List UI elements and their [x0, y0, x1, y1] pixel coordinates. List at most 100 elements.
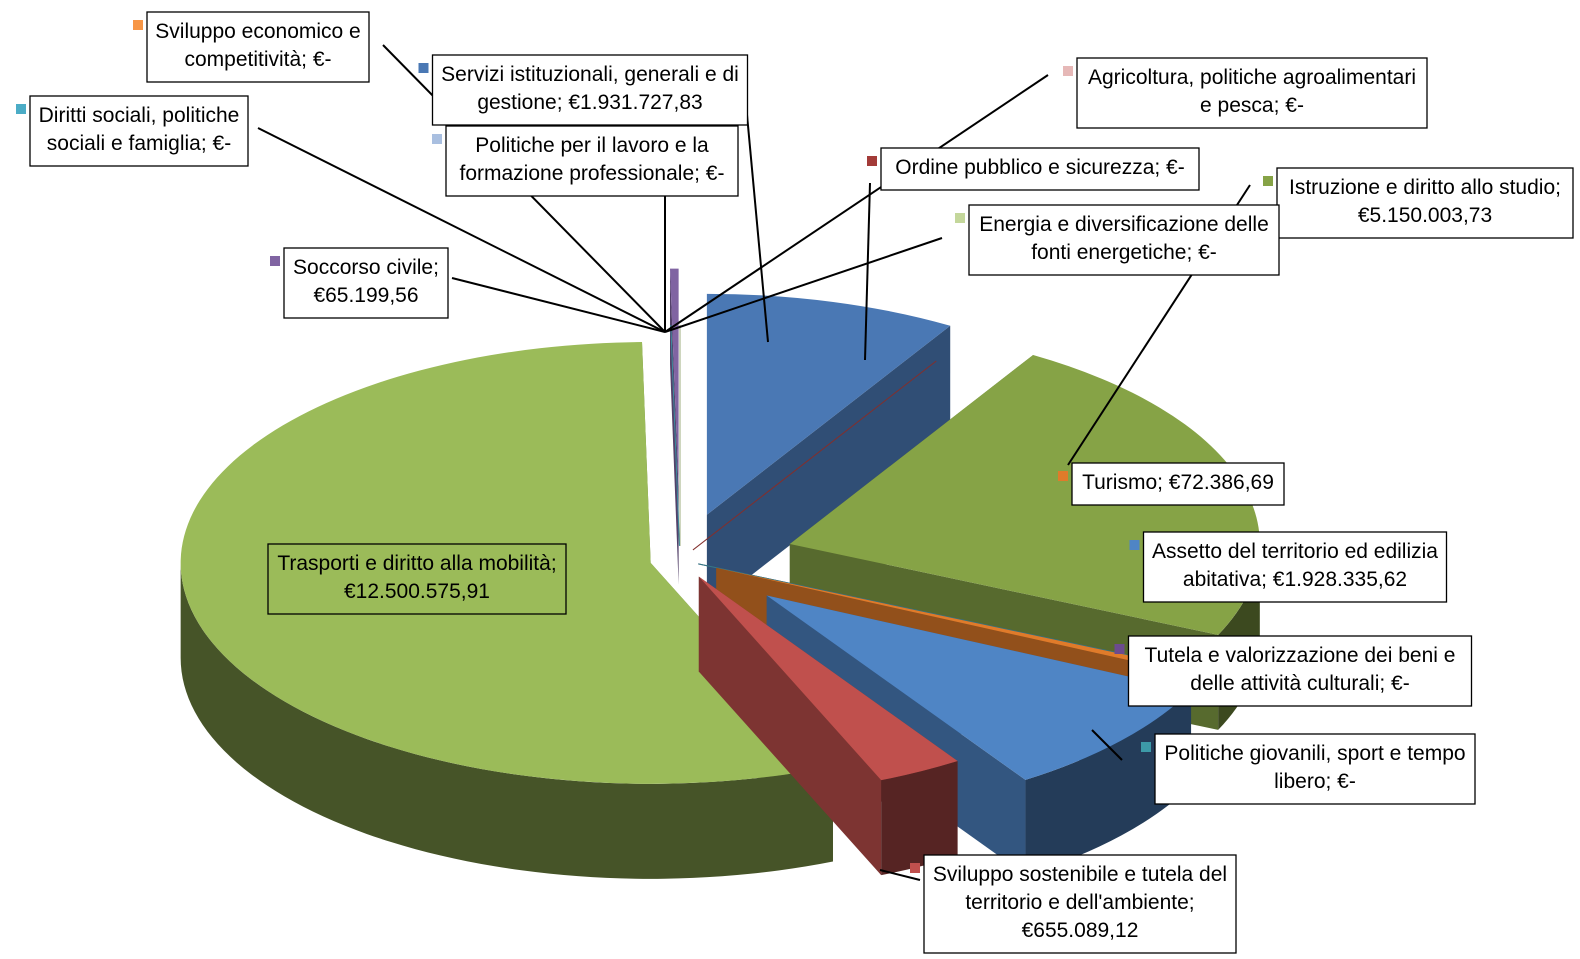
label-box-diritti-sociali-politiche-sociali-e-famiglia: [29, 95, 249, 167]
label-text-politiche-giovanili-sport-e-tempo-libero-line-2: libero; €-: [1274, 770, 1356, 793]
label-politiche-giovanili-sport-e-tempo-libero: Politiche giovanili, sport e tempo libero…: [1141, 733, 1476, 805]
label-text-diritti-sociali-politiche-sociali-e-famiglia-line-1: Diritti sociali, politiche: [39, 104, 240, 127]
label-box-agricoltura-politiche-agroalimentari-e-pesca: [1076, 57, 1428, 129]
label-text-diritti-sociali-politiche-sociali-e-famiglia-line-2: sociali e famiglia; €-: [47, 132, 231, 155]
label-text-sviluppo-sostenibile-e-tutela-del-territorio-e-dell-ambiente-line-2: territorio e dell'ambiente;: [965, 891, 1194, 914]
slice-ordine-pubblico-e-sicurezza: [692, 360, 937, 551]
label-text-trasporti-e-diritto-alla-mobilita-line-1: Trasporti e diritto alla mobilità;: [277, 552, 556, 575]
label-assetto-del-territorio-ed-edilizia-abitativa: Assetto del territorio ed edilizia abitat…: [1129, 531, 1448, 603]
label-text-politiche-per-il-lavoro-e-la-formazione-professionale-line-2: formazione professionale; €-: [460, 162, 725, 185]
label-sviluppo-economico-e-competitivita: Sviluppo economico e competitività; €-: [133, 11, 370, 83]
slice-assetto-del-territorio-ed-edilizia-abitativa-top: [766, 595, 1192, 780]
legend-key-servizi-istituzionali-generali-e-di-gestione: [418, 63, 429, 73]
legend-key-istruzione-e-diritto-allo-studio: [1263, 176, 1273, 186]
label-soccorso-civile: Soccorso civile; €65.199,56: [270, 247, 449, 319]
slice-servizi-istituzionali-generali-e-di-gestione: [706, 293, 951, 610]
label-text-istruzione-e-diritto-allo-studio-line-1: Istruzione e diritto allo studio;: [1289, 176, 1561, 199]
label-text-agricoltura-politiche-agroalimentari-e-pesca-line-2: e pesca; €-: [1200, 94, 1304, 117]
slice-politiche-giovanili-sport-e-tempo-libero: [698, 563, 1127, 656]
slice-diritti-sociali-politiche-sociali-e-famiglia: [670, 325, 680, 546]
label-istruzione-e-diritto-allo-studio: Istruzione e diritto allo studio; €5.150.…: [1263, 167, 1574, 239]
slice-sviluppo-sostenibile-e-tutela-del-territorio-e-dell-ambiente-side-end: [698, 576, 882, 876]
label-text-sviluppo-economico-e-competitivita-line-2: competitività; €-: [184, 48, 331, 71]
slice-istruzione-e-diritto-allo-studio-top: [789, 354, 1260, 635]
label-trasporti-e-diritto-alla-mobilita: Trasporti e diritto alla mobilità; €12.50…: [254, 543, 567, 615]
label-sviluppo-sostenibile-e-tutela-del-territorio-e-dell-ambiente: Sviluppo sostenibile e tutela del territo…: [910, 854, 1237, 954]
slice-servizi-istituzionali-generali-e-di-gestione-top: [706, 293, 951, 515]
label-servizi-istituzionali-generali-e-di-gestione: Servizi istituzionali, generali e di gest…: [418, 54, 749, 126]
slice-diritti-sociali-politiche-sociali-e-famiglia-mark: [670, 325, 680, 546]
legend-key-assetto-del-territorio-ed-edilizia-abitativa: [1129, 540, 1140, 550]
legend-key-sviluppo-economico-e-competitivita: [133, 20, 143, 30]
label-box-politiche-per-il-lavoro-e-la-formazione-professionale: [445, 125, 739, 197]
label-politiche-per-il-lavoro-e-la-formazione-professionale: Politiche per il lavoro e la formazione p…: [432, 125, 739, 197]
label-box-ordine-pubblico-e-sicurezza: [880, 147, 1200, 191]
slice-assetto-del-territorio-ed-edilizia-abitativa-rim: [1025, 690, 1192, 875]
leader-line-ordine-pubblico-e-sicurezza: [864, 182, 871, 361]
label-text-sviluppo-sostenibile-e-tutela-del-territorio-e-dell-ambiente-line-3: €655.089,12: [1022, 919, 1139, 942]
label-tutela-e-valorizzazione-dei-beni-e-delle-attivita-culturali: Tutela e valorizzazione dei beni e delle …: [1114, 635, 1473, 707]
label-text-turismo-line-1: Turismo; €72.386,69: [1082, 471, 1274, 494]
slice-sviluppo-sostenibile-e-tutela-del-territorio-e-dell-ambiente-rim: [881, 761, 958, 876]
label-box-politiche-giovanili-sport-e-tempo-libero: [1154, 733, 1476, 805]
leader-line-energia-e-diversificazione-delle-fonti-energetiche: [664, 237, 943, 333]
slice-trasporti-e-diritto-alla-mobilita-top: [180, 342, 833, 784]
slice-trasporti-e-diritto-alla-mobilita-rim: [180, 562, 833, 879]
label-text-tutela-e-valorizzazione-dei-beni-e-delle-attivita-culturali-line-1: Tutela e valorizzazione dei beni e: [1145, 644, 1456, 667]
label-box-sviluppo-sostenibile-e-tutela-del-territorio-e-dell-ambiente: [923, 854, 1237, 954]
legend-key-trasporti-e-diritto-alla-mobilita: [254, 552, 264, 562]
legend-key-soccorso-civile: [270, 256, 280, 266]
label-text-soccorso-civile-line-2: €65.199,56: [313, 284, 418, 307]
label-text-energia-e-diversificazione-delle-fonti-energetiche-line-2: fonti energetiche; €-: [1031, 241, 1217, 264]
label-box-energia-e-diversificazione-delle-fonti-energetiche: [968, 204, 1280, 276]
legend-key-sviluppo-sostenibile-e-tutela-del-territorio-e-dell-ambiente: [910, 863, 920, 873]
label-text-tutela-e-valorizzazione-dei-beni-e-delle-attivita-culturali-line-2: delle attività culturali; €-: [1190, 672, 1409, 695]
label-box-istruzione-e-diritto-allo-studio: [1276, 167, 1574, 239]
label-box-turismo: [1071, 462, 1285, 506]
legend-key-ordine-pubblico-e-sicurezza: [867, 156, 877, 166]
label-text-energia-e-diversificazione-delle-fonti-energetiche-line-1: Energia e diversificazione delle: [979, 213, 1269, 236]
legend-key-agricoltura-politiche-agroalimentari-e-pesca: [1063, 66, 1073, 76]
label-box-trasporti-e-diritto-alla-mobilita: [267, 543, 567, 615]
slice-ordine-pubblico-e-sicurezza-mark: [692, 360, 937, 551]
leader-line-soccorso-civile: [451, 277, 666, 333]
leader-line-diritti-sociali-politiche-sociali-e-famiglia: [257, 127, 666, 333]
label-energia-e-diversificazione-delle-fonti-energetiche: Energia e diversificazione delle fonti en…: [955, 204, 1280, 276]
label-box-sviluppo-economico-e-competitivita: [146, 11, 370, 83]
label-text-sviluppo-sostenibile-e-tutela-del-territorio-e-dell-ambiente-line-1: Sviluppo sostenibile e tutela del: [933, 863, 1227, 886]
label-box-servizi-istituzionali-generali-e-di-gestione: [431, 54, 749, 126]
label-agricoltura-politiche-agroalimentari-e-pesca: Agricoltura, politiche agroalimentari e p…: [1063, 57, 1428, 129]
slice-politiche-giovanili-sport-e-tempo-libero-mark: [698, 563, 1127, 656]
label-diritti-sociali-politiche-sociali-e-famiglia: Diritti sociali, politiche sociali e fami…: [16, 95, 249, 167]
label-box-soccorso-civile: [283, 247, 449, 319]
label-text-politiche-giovanili-sport-e-tempo-libero-line-1: Politiche giovanili, sport e tempo: [1164, 742, 1465, 765]
label-text-servizi-istituzionali-generali-e-di-gestione-line-2: gestione; €1.931.727,83: [477, 91, 702, 114]
slice-turismo-top: [716, 567, 1145, 663]
label-text-assetto-del-territorio-ed-edilizia-abitativa-line-1: Assetto del territorio ed edilizia: [1152, 540, 1438, 563]
label-box-assetto-del-territorio-ed-edilizia-abitativa: [1142, 531, 1448, 603]
slice-servizi-istituzionali-generali-e-di-gestione-side-end: [706, 325, 951, 610]
data-label-layer: Servizi istituzionali, generali e di gest…: [16, 11, 1574, 954]
legend-key-diritti-sociali-politiche-sociali-e-famiglia: [16, 104, 26, 114]
label-ordine-pubblico-e-sicurezza: Ordine pubblico e sicurezza; €-: [867, 147, 1200, 191]
leader-line-agricoltura-politiche-agroalimentari-e-pesca: [664, 74, 1049, 333]
slice-sviluppo-sostenibile-e-tutela-del-territorio-e-dell-ambiente: [698, 576, 958, 876]
slice-layer: [180, 268, 1260, 879]
leader-line-sviluppo-sostenibile-e-tutela-del-territorio-e-dell-ambiente: [879, 869, 921, 881]
label-box-tutela-e-valorizzazione-dei-beni-e-delle-attivita-culturali: [1127, 635, 1473, 707]
label-text-servizi-istituzionali-generali-e-di-gestione-line-1: Servizi istituzionali, generali e di: [441, 63, 739, 86]
leader-line-politiche-giovanili-sport-e-tempo-libero: [1091, 729, 1123, 761]
leader-line-servizi-istituzionali-generali-e-di-gestione: [745, 103, 769, 343]
legend-key-politiche-giovanili-sport-e-tempo-libero: [1141, 742, 1151, 752]
legend-key-tutela-e-valorizzazione-dei-beni-e-delle-attivita-culturali: [1114, 644, 1125, 654]
label-text-agricoltura-politiche-agroalimentari-e-pesca-line-1: Agricoltura, politiche agroalimentari: [1088, 66, 1416, 89]
label-text-sviluppo-economico-e-competitivita-line-1: Sviluppo economico e: [155, 20, 360, 43]
label-text-trasporti-e-diritto-alla-mobilita-line-2: €12.500.575,91: [344, 580, 490, 603]
label-text-soccorso-civile-line-1: Soccorso civile;: [293, 256, 439, 279]
label-turismo: Turismo; €72.386,69: [1058, 462, 1285, 506]
label-text-politiche-per-il-lavoro-e-la-formazione-professionale-line-1: Politiche per il lavoro e la: [475, 134, 709, 157]
label-text-ordine-pubblico-e-sicurezza-line-1: Ordine pubblico e sicurezza; €-: [895, 156, 1184, 179]
label-text-assetto-del-territorio-ed-edilizia-abitativa-line-2: abitativa; €1.928.335,62: [1183, 568, 1407, 591]
